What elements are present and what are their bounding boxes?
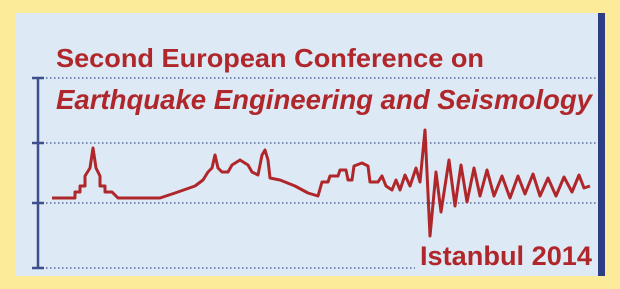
title-line2: Earthquake Engineering and Seismology — [56, 84, 593, 115]
location: Istanbul 2014 — [420, 241, 592, 271]
title-line1: Second European Conference on — [56, 43, 484, 73]
right-bar — [598, 13, 605, 276]
banner: Second European Conference on Earthquake… — [0, 0, 620, 289]
